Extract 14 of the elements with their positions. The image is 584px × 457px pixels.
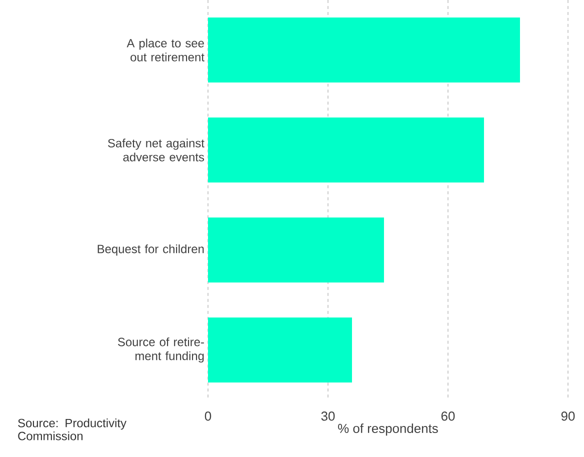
x-tick-label: 30: [321, 412, 335, 421]
x-axis-title: % of respondents: [338, 424, 438, 436]
bar: [208, 118, 484, 183]
bar: [208, 318, 352, 383]
x-tick-label: 0: [204, 412, 212, 421]
y-tick-label: Source of retire-ment funding: [118, 337, 204, 363]
source-note: Source: Productivity Commission: [18, 418, 126, 440]
y-tick-label: A place to see out retirement: [126, 38, 204, 62]
y-tick-label: Safety net against adverse events: [108, 138, 204, 162]
y-tick-label: Bequest for children: [98, 244, 204, 256]
x-tick-label: 90: [561, 412, 575, 421]
x-tick-label: 60: [441, 412, 455, 421]
bar: [208, 218, 384, 283]
bar: [208, 18, 520, 83]
